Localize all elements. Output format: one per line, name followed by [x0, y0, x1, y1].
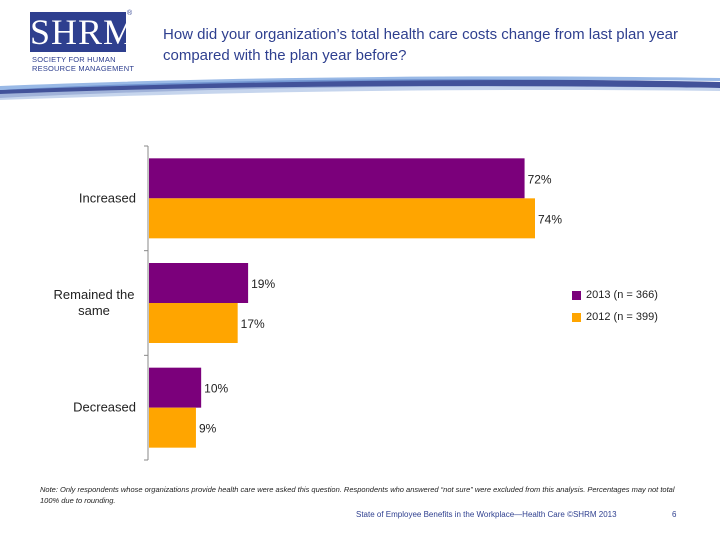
logo-sub-line-2: RESOURCE MANAGEMENT	[32, 64, 135, 73]
logo-sub-line-1: SOCIETY FOR HUMAN	[32, 55, 116, 64]
data-label: 19%	[251, 277, 275, 291]
header-swoosh	[0, 76, 720, 100]
footnote: Note: Only respondents whose organizatio…	[40, 485, 675, 505]
category-label: Remained the	[54, 287, 135, 302]
bar-2013	[149, 367, 202, 408]
data-label: 17%	[241, 317, 265, 331]
bar-2012	[149, 407, 196, 448]
data-label: 74%	[538, 212, 562, 226]
legend-swatch-2012	[572, 312, 581, 322]
bar-2013	[149, 263, 249, 303]
category-label: Decreased	[73, 400, 136, 415]
legend-item-2013: 2013 (n = 366)	[572, 284, 658, 306]
legend-label-2013: 2013 (n = 366)	[586, 289, 658, 301]
logo-subtitle: SOCIETY FOR HUMAN RESOURCE MANAGEMENT	[32, 55, 135, 73]
logo-registered-mark: ®	[127, 10, 133, 17]
slide-title: How did your organization’s total health…	[163, 26, 679, 64]
data-label: 72%	[528, 172, 552, 186]
chart-legend: 2013 (n = 366) 2012 (n = 399)	[572, 284, 658, 328]
category-label: Increased	[79, 190, 136, 205]
page-number: 6	[672, 510, 677, 519]
data-label: 10%	[204, 382, 228, 396]
category-label: same	[78, 303, 110, 318]
legend-item-2012: 2012 (n = 399)	[572, 306, 658, 328]
logo-wordmark: SHRM	[30, 12, 137, 52]
bar-2013	[149, 158, 525, 199]
data-label: 9%	[199, 422, 217, 436]
footer-source: State of Employee Benefits in the Workpl…	[356, 510, 617, 519]
legend-swatch-2013	[572, 290, 581, 300]
bar-2012	[149, 303, 238, 343]
bar-2012	[149, 198, 535, 239]
legend-label-2012: 2012 (n = 399)	[586, 311, 658, 323]
shrm-logo: SHRM ® SOCIETY FOR HUMAN RESOURCE MANAGE…	[30, 10, 137, 74]
